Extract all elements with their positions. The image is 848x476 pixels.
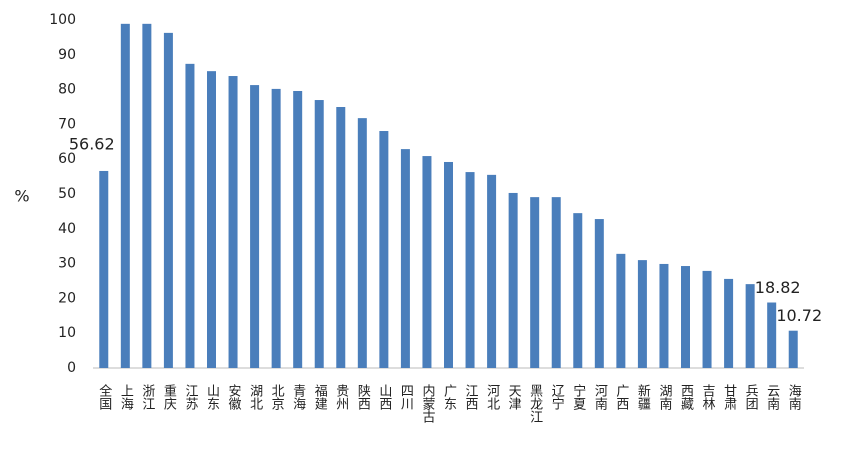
x-tick-label: 陕西 (355, 384, 371, 410)
bar (767, 302, 777, 368)
y-tick-label: 30 (58, 256, 76, 272)
data-label: 56.62 (69, 134, 115, 153)
data-label: 10.72 (776, 306, 822, 325)
x-tick-label: 广西 (613, 384, 629, 410)
bar (444, 161, 453, 368)
bar (702, 270, 712, 368)
bar (207, 71, 216, 368)
y-tick-label: 50 (58, 186, 76, 202)
bar (120, 23, 130, 368)
bar (250, 85, 260, 369)
bar (616, 253, 626, 368)
x-tick-label: 内蒙古 (419, 383, 435, 423)
x-tick-label: 湖南 (656, 384, 672, 410)
bar (724, 278, 734, 368)
bar (400, 149, 410, 368)
bar (573, 213, 583, 368)
bar (336, 107, 346, 368)
x-tick-label: 江苏 (182, 384, 198, 410)
x-tick-label: 云南 (764, 384, 780, 410)
bar (659, 263, 669, 368)
x-tick-label: 西藏 (678, 384, 694, 410)
bar (357, 118, 367, 368)
x-tick-label: 四川 (398, 384, 414, 410)
x-tick-label: 天津 (506, 384, 522, 410)
bar (487, 174, 497, 368)
bar (314, 100, 324, 368)
x-tick-label: 海南 (786, 384, 802, 410)
y-axis-label: % (14, 187, 29, 206)
bar (379, 131, 389, 368)
x-tick-label: 湖北 (247, 384, 263, 411)
x-tick-label: 辽宁 (549, 384, 565, 410)
x-tick-label: 福建 (312, 384, 328, 411)
x-tick-label: 山西 (376, 384, 392, 410)
x-tick-label: 河南 (592, 384, 608, 410)
x-tick-label: 上海 (118, 384, 133, 410)
x-tick-label: 黑龙江 (527, 384, 543, 423)
x-tick-label: 全国 (96, 383, 112, 410)
x-tick-label: 吉林 (700, 384, 716, 410)
x-tick-label: 江西 (463, 384, 479, 410)
bar (508, 192, 518, 368)
x-tick-label: 甘肃 (721, 384, 737, 410)
x-tick-label: 青海 (290, 384, 306, 410)
y-tick-label: 70 (58, 116, 76, 132)
bar (185, 63, 195, 369)
bar (99, 170, 109, 368)
bar (788, 330, 798, 368)
bar (551, 197, 561, 368)
y-tick-label: 60 (58, 151, 76, 167)
bar (293, 90, 303, 368)
y-tick-label: 20 (58, 290, 76, 306)
x-tick-label: 山东 (204, 384, 220, 410)
bar (142, 23, 152, 368)
bar (594, 219, 604, 368)
bar (422, 156, 432, 368)
x-tick-label: 新疆 (635, 383, 651, 410)
bar (681, 266, 690, 368)
x-tick-label: 宁夏 (570, 383, 586, 410)
bar (163, 32, 173, 368)
x-tick-label: 安徽 (226, 384, 242, 410)
y-tick-label: 40 (58, 221, 76, 237)
bar (745, 284, 755, 368)
x-tick-label: 贵州 (333, 384, 349, 410)
y-tick-label: 100 (49, 12, 76, 28)
x-tick-label: 广东 (441, 384, 457, 410)
data-label: 18.82 (755, 278, 801, 297)
bar (271, 88, 281, 369)
x-tick-label: 浙江 (139, 384, 155, 410)
x-tick-label: 北京 (269, 384, 285, 410)
y-tick-label: 0 (67, 360, 76, 376)
bar (228, 76, 238, 368)
x-tick-label: 重庆 (161, 383, 177, 410)
y-tick-label: 80 (58, 82, 76, 98)
x-tick-label: 兵团 (743, 384, 759, 410)
bar (637, 260, 647, 368)
bar (465, 172, 475, 368)
y-tick-label: 90 (58, 47, 76, 63)
x-tick-label: 河北 (484, 384, 500, 411)
bar (530, 197, 540, 368)
y-tick-label: 10 (58, 325, 76, 341)
